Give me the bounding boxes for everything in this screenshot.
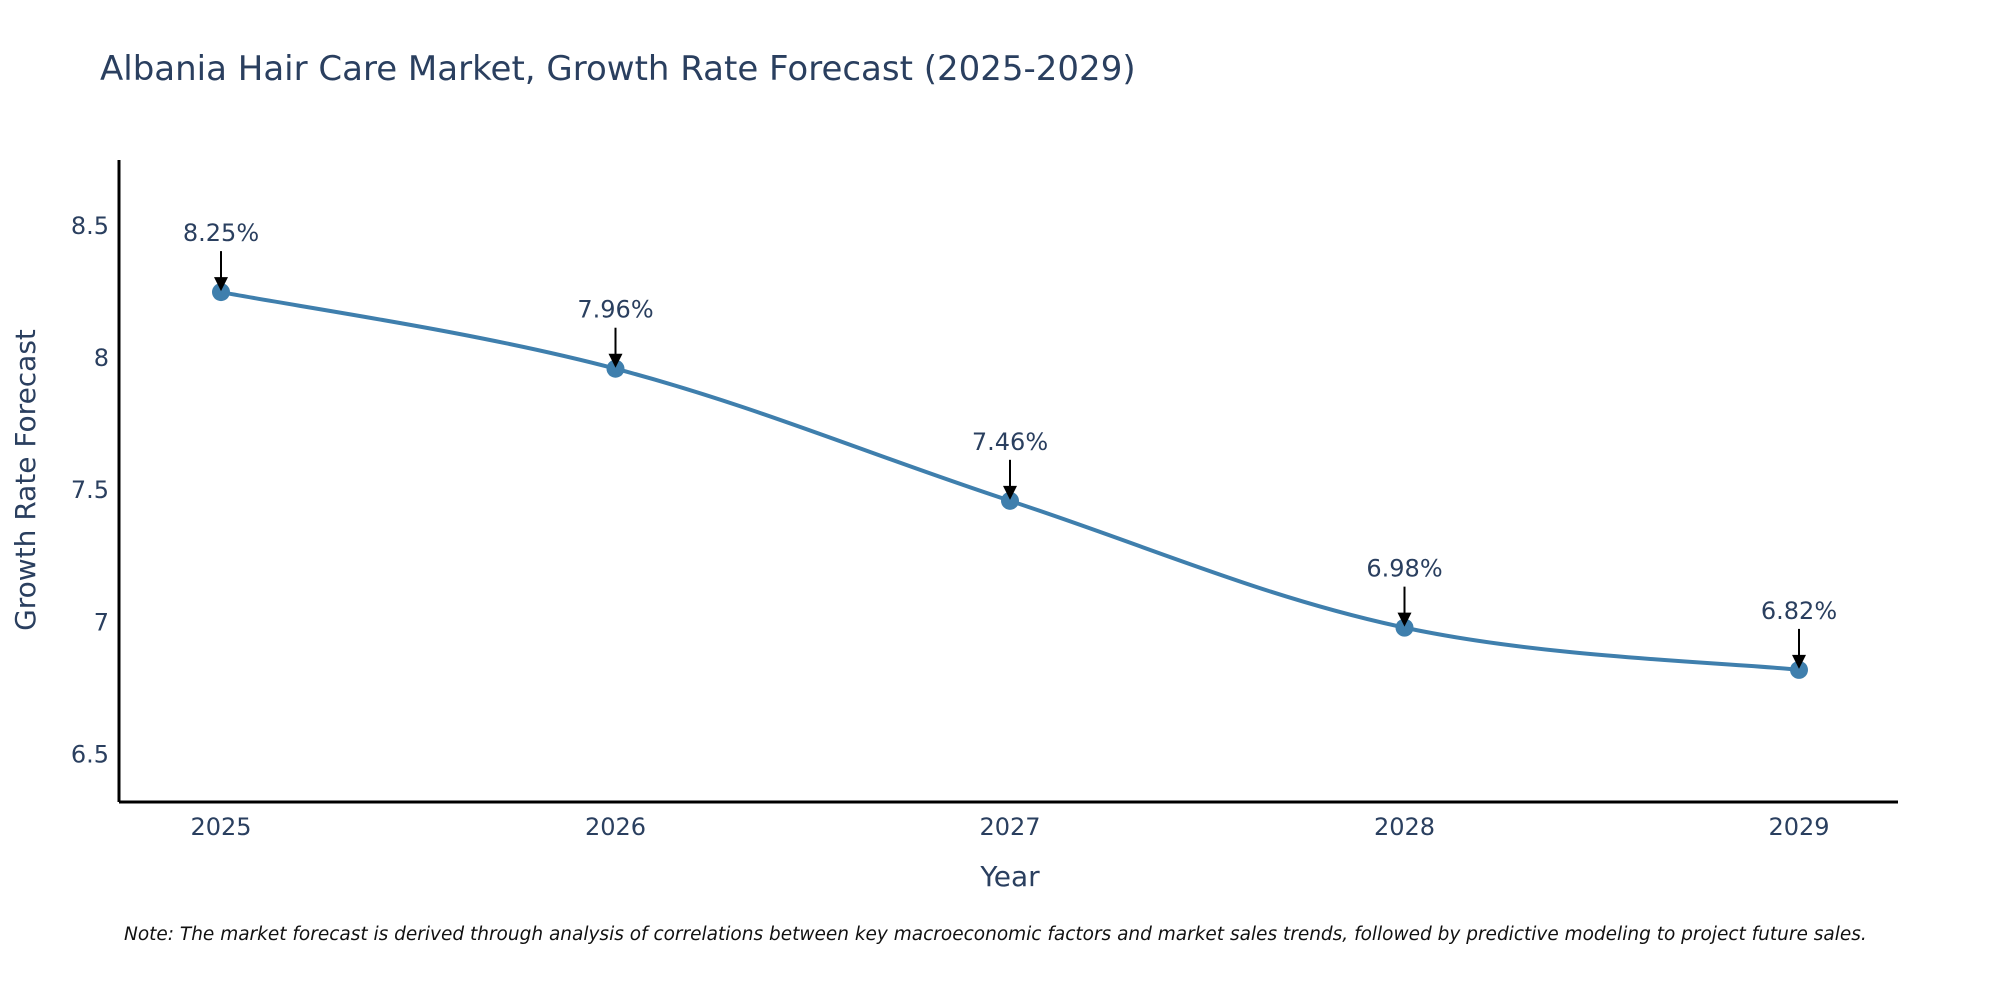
x-tick-label: 2027 <box>979 813 1040 841</box>
y-tick-label: 6.5 <box>71 740 109 768</box>
data-point <box>1001 491 1019 510</box>
x-tick-label: 2025 <box>190 813 251 841</box>
y-tick-label: 7.5 <box>71 476 109 504</box>
y-axis-ticks: 6.5 7 7.5 8 8.5 <box>71 212 109 768</box>
annotation-arrow-head <box>1397 612 1412 627</box>
series-growth-rate <box>212 283 1808 679</box>
annotation-arrow-head <box>1003 485 1017 500</box>
x-axis-title: Year <box>979 860 1040 893</box>
chart-title: Albania Hair Care Market, Growth Rate Fo… <box>100 49 1136 89</box>
y-axis-title: Growth Rate Forecast <box>9 329 42 631</box>
data-label: 6.82% <box>1761 597 1837 625</box>
data-point <box>1790 660 1808 679</box>
data-label: 6.98% <box>1366 555 1442 583</box>
data-annotation: 6.98% <box>1366 555 1443 627</box>
data-point <box>606 359 625 378</box>
data-label: 7.96% <box>577 296 653 324</box>
x-tick-label: 2028 <box>1374 813 1435 841</box>
data-annotation: 7.96% <box>577 296 654 368</box>
annotation-arrow-head <box>214 277 228 292</box>
axes <box>117 160 1898 804</box>
data-point <box>1395 618 1414 637</box>
forecast-note: Note: The market forecast is derived thr… <box>124 924 1867 945</box>
annotation-arrow-head <box>1792 654 1806 669</box>
x-tick-label: 2026 <box>585 813 646 841</box>
data-annotation: 7.46% <box>972 428 1048 500</box>
data-annotations: 8.25% 7.96% 7.46% 6.98% 6.82% <box>183 219 1837 669</box>
y-tick-label: 8.5 <box>71 212 109 240</box>
y-tick-label: 8 <box>94 344 109 372</box>
data-label: 8.25% <box>183 219 259 247</box>
data-annotation: 6.82% <box>1761 597 1837 669</box>
data-annotation: 8.25% <box>183 219 259 292</box>
data-label: 7.46% <box>972 428 1048 456</box>
x-axis-ticks: 2025 2026 2027 2028 2029 <box>190 813 1829 841</box>
data-point <box>212 283 230 302</box>
y-tick-label: 7 <box>94 608 109 636</box>
annotation-arrow-head <box>608 353 623 368</box>
x-tick-label: 2029 <box>1768 813 1829 841</box>
